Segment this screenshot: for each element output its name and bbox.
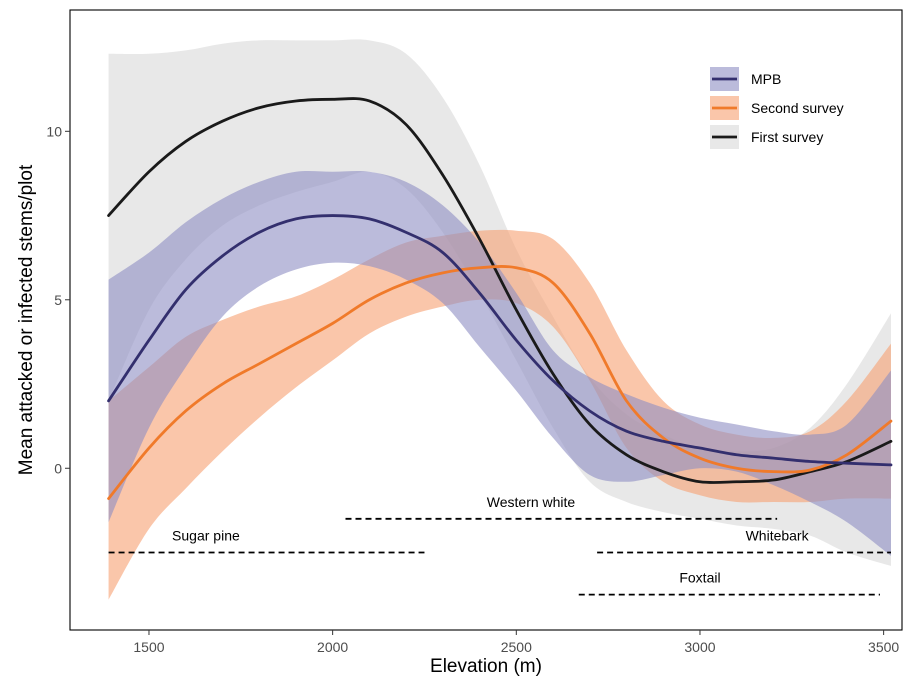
plot-panel-border bbox=[69, 9, 903, 631]
first-survey-line bbox=[107, 97, 893, 484]
y-axis-title: Mean attacked or infected stems/plot bbox=[16, 164, 37, 475]
y-tick-label: 5 bbox=[54, 292, 62, 308]
mpb-confidence-band bbox=[108, 170, 891, 556]
first-survey-legend-label: First survey bbox=[751, 129, 823, 145]
x-tick-label: 1500 bbox=[133, 639, 164, 655]
mpb-legend-label: MPB bbox=[751, 71, 781, 87]
x-axis-ticks: 1500 2000 2500 3000 3500 bbox=[133, 630, 899, 655]
confidence-bands bbox=[108, 39, 891, 600]
x-tick-label: 3000 bbox=[684, 639, 715, 655]
foxtail-range-label: Foxtail bbox=[679, 570, 720, 586]
whitebark-range-label: Whitebark bbox=[746, 528, 810, 544]
sugar-pine-range-label: Sugar pine bbox=[172, 528, 240, 544]
western-white-range-label: Western white bbox=[487, 494, 576, 510]
second-survey-line bbox=[107, 265, 893, 500]
y-tick-label: 10 bbox=[46, 123, 62, 139]
x-tick-label: 3500 bbox=[868, 639, 899, 655]
series-lines bbox=[107, 97, 893, 500]
second-survey-legend-label: Second survey bbox=[751, 100, 844, 116]
x-tick-label: 2500 bbox=[501, 639, 532, 655]
species-ranges: Western white Sugar pine Whitebark Foxtail bbox=[108, 494, 891, 596]
mpb-line bbox=[107, 214, 893, 467]
y-axis-ticks: 0 5 10 bbox=[46, 123, 70, 476]
x-tick-label: 2000 bbox=[317, 639, 348, 655]
y-tick-label: 0 bbox=[54, 460, 62, 476]
legend: MPB Second survey First survey bbox=[710, 67, 844, 149]
x-axis-title: Elevation (m) bbox=[430, 656, 542, 677]
second-survey-confidence-band bbox=[108, 229, 891, 600]
